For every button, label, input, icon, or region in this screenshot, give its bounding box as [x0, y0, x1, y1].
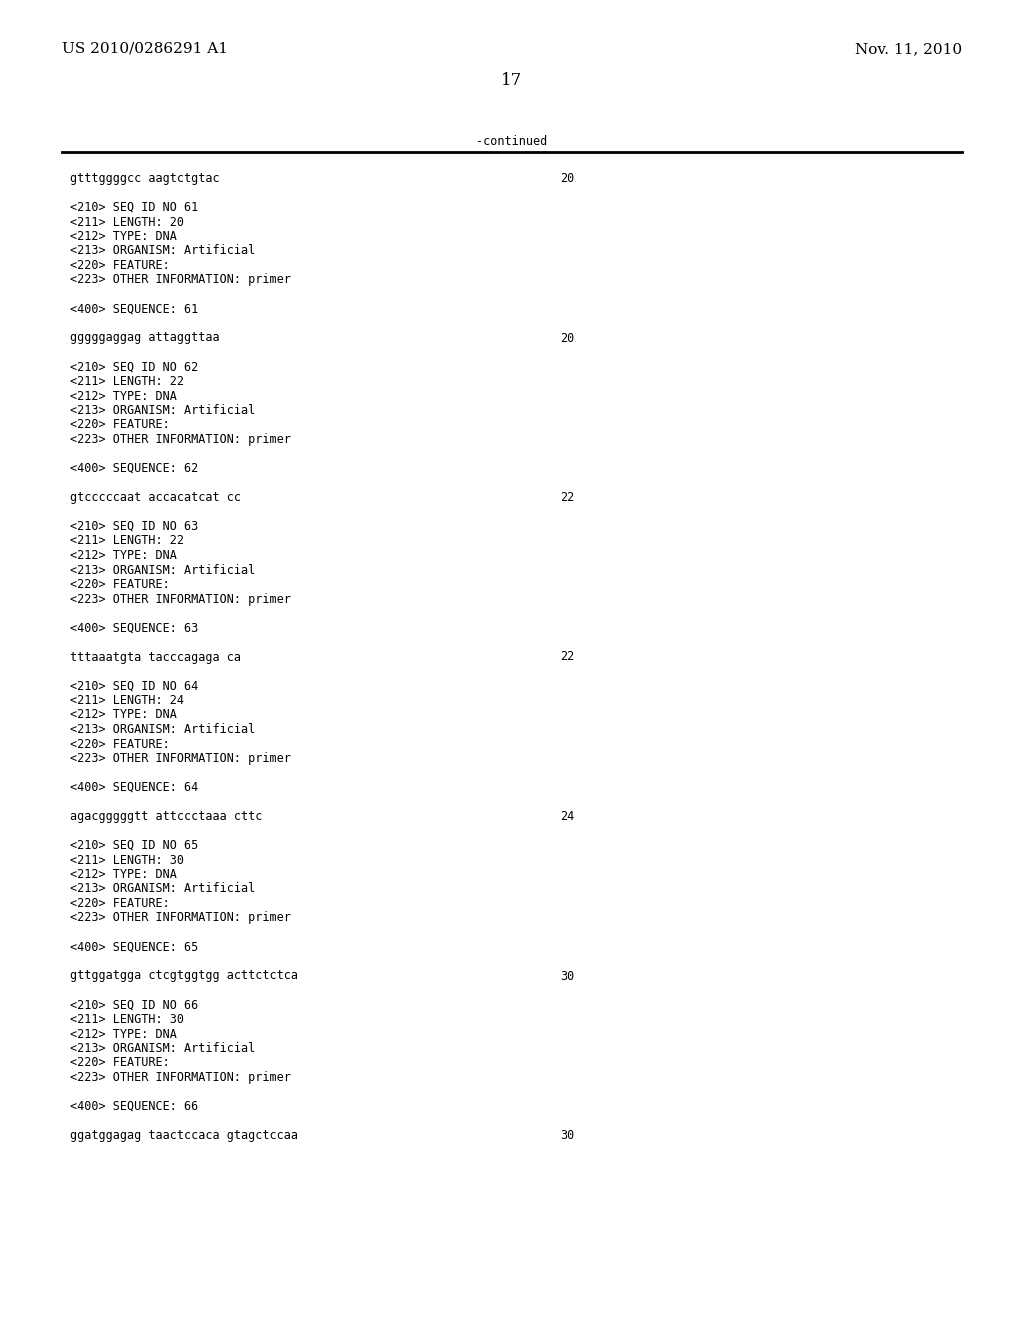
Text: 30: 30: [560, 969, 574, 982]
Text: <213> ORGANISM: Artificial: <213> ORGANISM: Artificial: [70, 1041, 255, 1055]
Text: <211> LENGTH: 22: <211> LENGTH: 22: [70, 375, 184, 388]
Text: tttaaatgta tacccagaga ca: tttaaatgta tacccagaga ca: [70, 651, 241, 664]
Text: <400> SEQUENCE: 61: <400> SEQUENCE: 61: [70, 302, 199, 315]
Text: <210> SEQ ID NO 66: <210> SEQ ID NO 66: [70, 998, 199, 1011]
Text: gttggatgga ctcgtggtgg acttctctca: gttggatgga ctcgtggtgg acttctctca: [70, 969, 298, 982]
Text: <212> TYPE: DNA: <212> TYPE: DNA: [70, 389, 177, 403]
Text: <212> TYPE: DNA: <212> TYPE: DNA: [70, 869, 177, 880]
Text: 20: 20: [560, 331, 574, 345]
Text: <212> TYPE: DNA: <212> TYPE: DNA: [70, 549, 177, 562]
Text: 22: 22: [560, 491, 574, 504]
Text: <400> SEQUENCE: 63: <400> SEQUENCE: 63: [70, 622, 199, 635]
Text: <213> ORGANISM: Artificial: <213> ORGANISM: Artificial: [70, 404, 255, 417]
Text: <213> ORGANISM: Artificial: <213> ORGANISM: Artificial: [70, 883, 255, 895]
Text: <220> FEATURE:: <220> FEATURE:: [70, 738, 170, 751]
Text: <211> LENGTH: 24: <211> LENGTH: 24: [70, 694, 184, 708]
Text: gggggaggag attaggttaa: gggggaggag attaggttaa: [70, 331, 219, 345]
Text: <210> SEQ ID NO 64: <210> SEQ ID NO 64: [70, 680, 199, 693]
Text: 24: 24: [560, 810, 574, 822]
Text: <210> SEQ ID NO 62: <210> SEQ ID NO 62: [70, 360, 199, 374]
Text: <400> SEQUENCE: 64: <400> SEQUENCE: 64: [70, 781, 199, 795]
Text: Nov. 11, 2010: Nov. 11, 2010: [855, 42, 962, 55]
Text: 22: 22: [560, 651, 574, 664]
Text: <210> SEQ ID NO 63: <210> SEQ ID NO 63: [70, 520, 199, 533]
Text: ggatggagag taactccaca gtagctccaa: ggatggagag taactccaca gtagctccaa: [70, 1129, 298, 1142]
Text: <400> SEQUENCE: 62: <400> SEQUENCE: 62: [70, 462, 199, 475]
Text: gtttggggcc aagtctgtac: gtttggggcc aagtctgtac: [70, 172, 219, 185]
Text: -continued: -continued: [476, 135, 548, 148]
Text: <400> SEQUENCE: 65: <400> SEQUENCE: 65: [70, 940, 199, 953]
Text: <212> TYPE: DNA: <212> TYPE: DNA: [70, 1027, 177, 1040]
Text: <220> FEATURE:: <220> FEATURE:: [70, 259, 170, 272]
Text: <212> TYPE: DNA: <212> TYPE: DNA: [70, 230, 177, 243]
Text: <211> LENGTH: 22: <211> LENGTH: 22: [70, 535, 184, 548]
Text: <223> OTHER INFORMATION: primer: <223> OTHER INFORMATION: primer: [70, 752, 291, 766]
Text: <213> ORGANISM: Artificial: <213> ORGANISM: Artificial: [70, 723, 255, 737]
Text: <211> LENGTH: 20: <211> LENGTH: 20: [70, 215, 184, 228]
Text: <220> FEATURE:: <220> FEATURE:: [70, 578, 170, 591]
Text: gtcccccaat accacatcat cc: gtcccccaat accacatcat cc: [70, 491, 241, 504]
Text: agacgggggtt attccctaaa cttc: agacgggggtt attccctaaa cttc: [70, 810, 262, 822]
Text: 20: 20: [560, 172, 574, 185]
Text: <223> OTHER INFORMATION: primer: <223> OTHER INFORMATION: primer: [70, 273, 291, 286]
Text: <400> SEQUENCE: 66: <400> SEQUENCE: 66: [70, 1100, 199, 1113]
Text: <220> FEATURE:: <220> FEATURE:: [70, 418, 170, 432]
Text: 17: 17: [502, 73, 522, 88]
Text: <212> TYPE: DNA: <212> TYPE: DNA: [70, 709, 177, 722]
Text: 30: 30: [560, 1129, 574, 1142]
Text: <210> SEQ ID NO 65: <210> SEQ ID NO 65: [70, 840, 199, 851]
Text: <223> OTHER INFORMATION: primer: <223> OTHER INFORMATION: primer: [70, 433, 291, 446]
Text: <211> LENGTH: 30: <211> LENGTH: 30: [70, 854, 184, 866]
Text: <223> OTHER INFORMATION: primer: <223> OTHER INFORMATION: primer: [70, 593, 291, 606]
Text: US 2010/0286291 A1: US 2010/0286291 A1: [62, 42, 228, 55]
Text: <223> OTHER INFORMATION: primer: <223> OTHER INFORMATION: primer: [70, 912, 291, 924]
Text: <213> ORGANISM: Artificial: <213> ORGANISM: Artificial: [70, 244, 255, 257]
Text: <220> FEATURE:: <220> FEATURE:: [70, 898, 170, 909]
Text: <210> SEQ ID NO 61: <210> SEQ ID NO 61: [70, 201, 199, 214]
Text: <211> LENGTH: 30: <211> LENGTH: 30: [70, 1012, 184, 1026]
Text: <220> FEATURE:: <220> FEATURE:: [70, 1056, 170, 1069]
Text: <213> ORGANISM: Artificial: <213> ORGANISM: Artificial: [70, 564, 255, 577]
Text: <223> OTHER INFORMATION: primer: <223> OTHER INFORMATION: primer: [70, 1071, 291, 1084]
